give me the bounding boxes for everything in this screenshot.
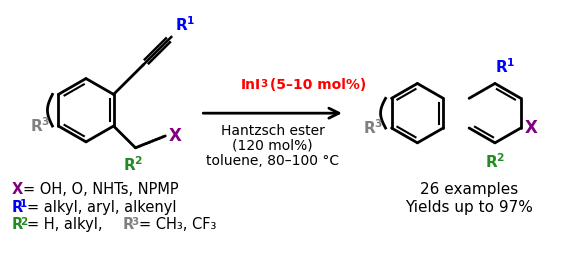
Text: R: R — [12, 200, 23, 215]
Text: X: X — [168, 127, 181, 145]
Text: InI: InI — [241, 78, 260, 92]
Text: 1: 1 — [20, 199, 27, 209]
Text: R: R — [12, 217, 23, 232]
Text: R: R — [123, 217, 134, 232]
Text: Yields up to 97%: Yields up to 97% — [405, 200, 533, 215]
Text: = OH, O, NHTs, NPMP: = OH, O, NHTs, NPMP — [23, 182, 179, 197]
Text: (120 mol%): (120 mol%) — [232, 139, 313, 153]
Text: = CH₃, CF₃: = CH₃, CF₃ — [139, 217, 216, 232]
Text: $\mathbf{R^3}$: $\mathbf{R^3}$ — [30, 117, 50, 135]
Text: 3: 3 — [132, 217, 139, 227]
Text: X: X — [12, 182, 23, 197]
Text: $\mathbf{R^2}$: $\mathbf{R^2}$ — [124, 156, 144, 174]
Text: (5–10 mol%): (5–10 mol%) — [264, 78, 366, 92]
Text: = H, alkyl,: = H, alkyl, — [27, 217, 112, 232]
Text: $\mathbf{R^1}$: $\mathbf{R^1}$ — [495, 57, 516, 76]
Text: X: X — [525, 119, 538, 137]
Text: Hantzsch ester: Hantzsch ester — [220, 124, 325, 138]
Text: 3: 3 — [260, 79, 268, 90]
Text: toluene, 80–100 °C: toluene, 80–100 °C — [206, 154, 339, 168]
Text: $\mathbf{R^2}$: $\mathbf{R^2}$ — [485, 153, 505, 172]
Text: 2: 2 — [20, 217, 27, 227]
Text: $\mathbf{R^3}$: $\mathbf{R^3}$ — [363, 119, 383, 137]
Text: 26 examples: 26 examples — [420, 182, 519, 197]
Text: $\mathbf{R^1}$: $\mathbf{R^1}$ — [175, 15, 196, 34]
Text: = alkyl, aryl, alkenyl: = alkyl, aryl, alkenyl — [27, 200, 177, 215]
